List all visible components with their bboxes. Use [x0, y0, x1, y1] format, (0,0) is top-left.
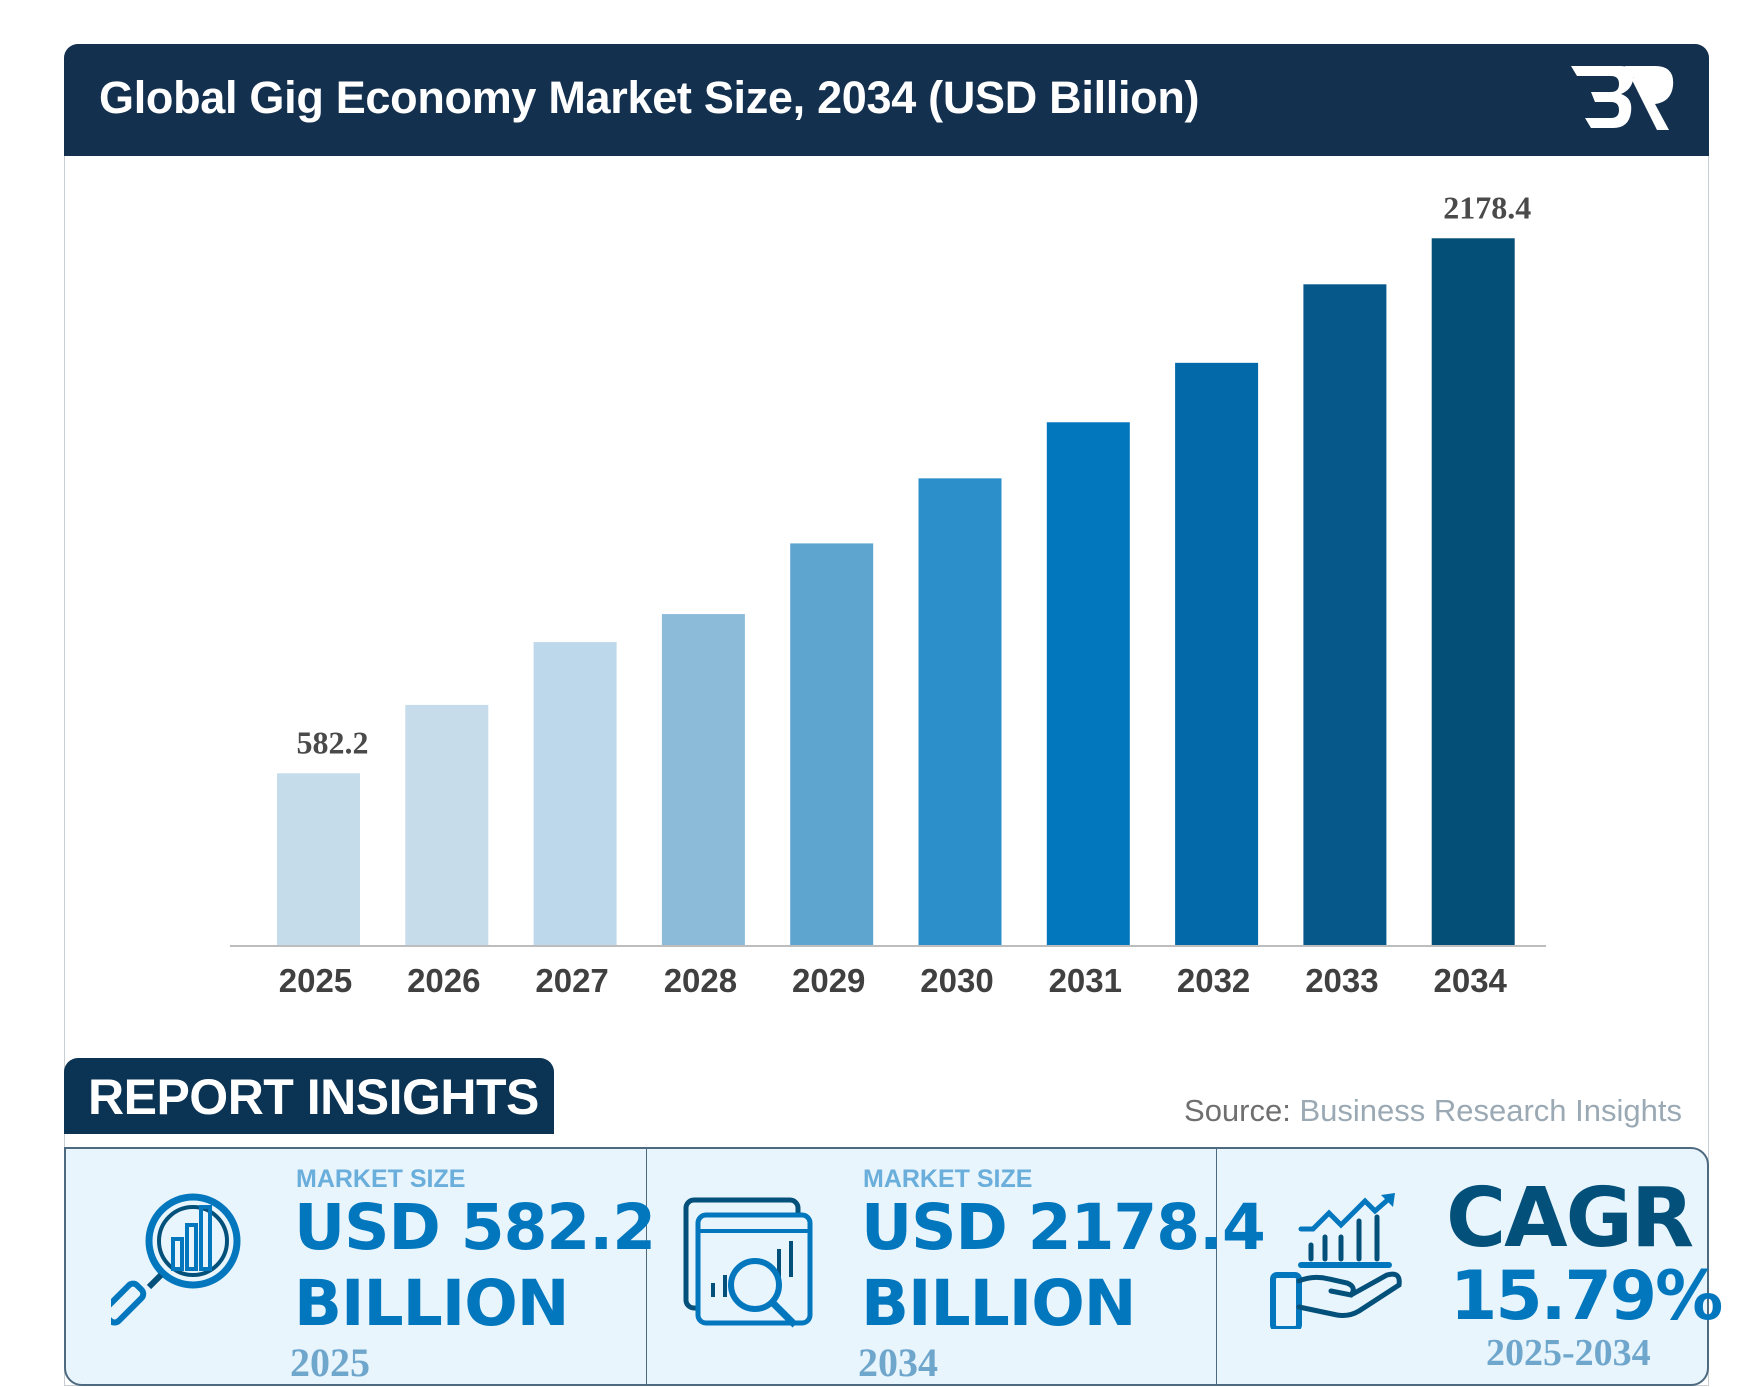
card-2-label: MARKET SIZE	[863, 1165, 1033, 1193]
bar-2031	[1046, 422, 1130, 946]
source-name: Business Research Insights	[1290, 1093, 1682, 1128]
data-label: 2178.4	[1443, 189, 1531, 225]
hand-growth-chart-icon	[1270, 1193, 1402, 1329]
x-tick-label: 2034	[1433, 962, 1507, 999]
card-divider	[646, 1149, 647, 1384]
bar-2030	[918, 478, 1002, 946]
cagr-period: 2025-2034	[1486, 1332, 1651, 1374]
brand-logo-icon	[1571, 66, 1674, 130]
bar-chart: 2025 582.2 2026 2027 2028 2029 2030 2031 2032 203…	[230, 189, 1546, 999]
insight-cards: MARKET SIZE USD 582.2 BILLION 2025 MARKE…	[64, 1147, 1723, 1386]
x-tick-label: 2029	[792, 962, 865, 999]
x-tick-label: 2025	[279, 962, 352, 999]
card-2-year: 2034	[858, 1340, 938, 1385]
x-tick-label: 2031	[1049, 962, 1122, 999]
card-1-value: USD 582.2	[294, 1191, 656, 1264]
x-tick-label: 2028	[664, 962, 737, 999]
bar-2033	[1303, 284, 1387, 947]
x-tick-label: 2027	[535, 962, 608, 999]
cagr-label: CAGR	[1446, 1171, 1694, 1266]
source-note: Source: Business Research Insights	[1184, 1093, 1682, 1129]
bar-2026	[405, 704, 489, 946]
chart-title: Global Gig Economy Market Size, 2034 (US…	[99, 72, 1200, 123]
bar-2025	[277, 773, 360, 946]
report-insights-tab: REPORT INSIGHTS	[64, 1058, 554, 1134]
bar-2027	[533, 642, 617, 946]
bar-2029	[790, 543, 874, 946]
magnifier-chart-icon	[111, 1193, 241, 1326]
x-tick-label: 2033	[1305, 962, 1378, 999]
data-label: 582.2	[297, 724, 369, 760]
x-tick-label: 2032	[1177, 962, 1250, 999]
card-1-label: MARKET SIZE	[296, 1165, 466, 1193]
bar-2032	[1175, 362, 1259, 946]
bar-2028	[661, 614, 745, 946]
x-tick-label: 2030	[920, 962, 993, 999]
x-tick-label: 2026	[407, 962, 480, 999]
cagr-value: 15.79%	[1450, 1257, 1723, 1336]
analytics-screen-icon	[683, 1197, 813, 1328]
card-divider	[1216, 1149, 1217, 1384]
card-1-unit: BILLION	[294, 1267, 569, 1340]
header-bar: Global Gig Economy Market Size, 2034 (US…	[64, 44, 1709, 156]
report-insights-label: REPORT INSIGHTS	[88, 1069, 539, 1125]
card-2-value: USD 2178.4	[861, 1191, 1266, 1264]
source-prefix: Source:	[1184, 1093, 1291, 1128]
card-1-year: 2025	[290, 1340, 370, 1385]
bar-2034	[1431, 238, 1515, 947]
card-2-unit: BILLION	[861, 1267, 1136, 1340]
